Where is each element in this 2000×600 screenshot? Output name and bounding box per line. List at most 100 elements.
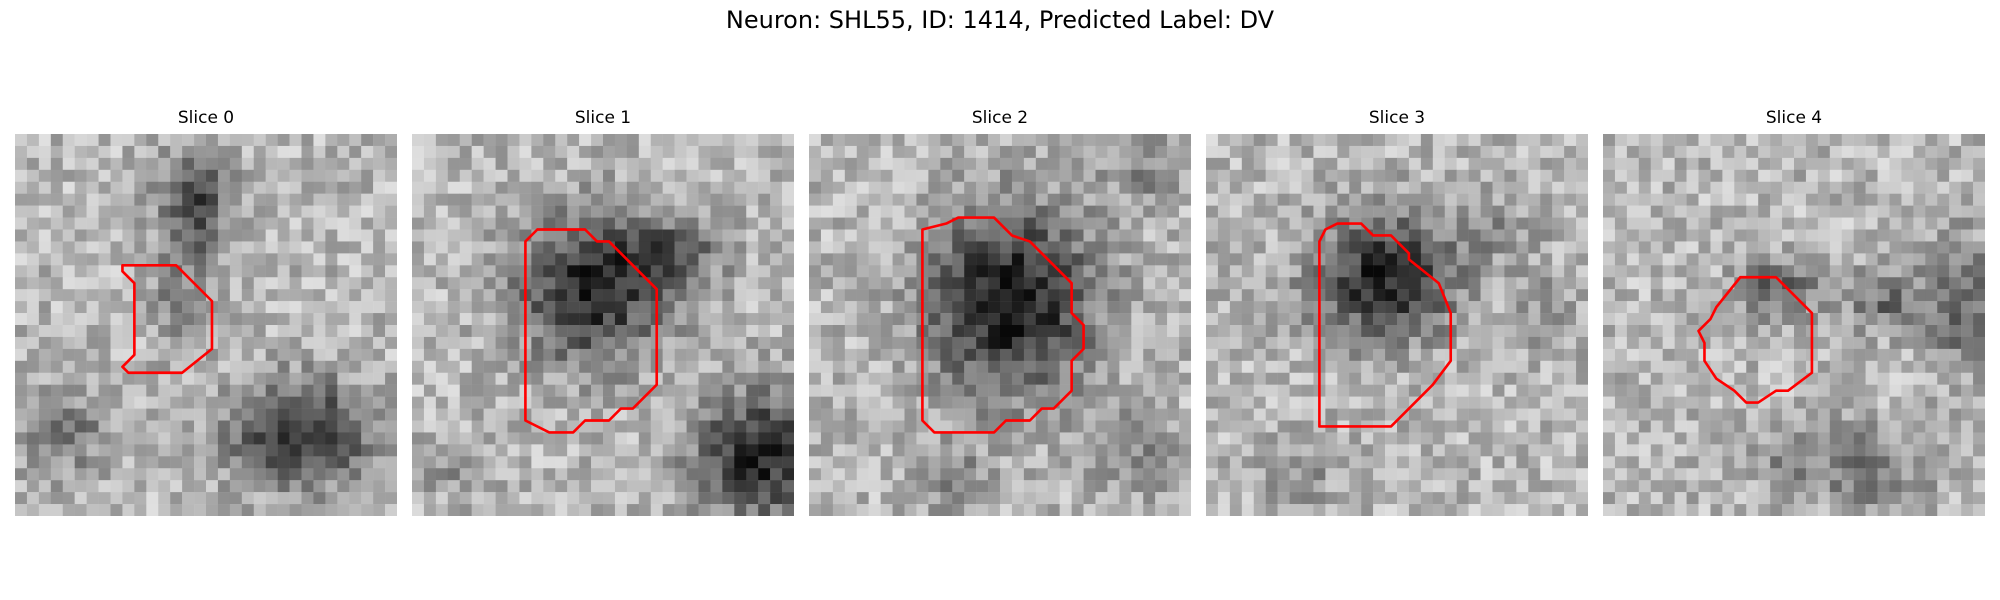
image-pixel: [1901, 205, 1914, 218]
image-pixel: [904, 229, 917, 242]
image-pixel: [1564, 134, 1577, 147]
image-pixel: [1468, 468, 1481, 481]
image-pixel: [662, 432, 675, 445]
image-pixel: [38, 157, 52, 171]
image-pixel: [289, 504, 302, 516]
image-pixel: [940, 372, 953, 385]
image-pixel: [459, 432, 472, 445]
image-pixel: [1698, 444, 1711, 457]
image-pixel: [579, 289, 592, 302]
image-pixel: [1289, 348, 1302, 362]
image-pixel: [820, 253, 834, 266]
image-pixel: [1480, 241, 1493, 254]
image-pixel: [1889, 289, 1902, 302]
image-pixel: [1937, 205, 1950, 218]
image-pixel: [361, 253, 374, 266]
image-pixel: [1385, 408, 1398, 421]
image-pixel: [1638, 205, 1651, 218]
image-pixel: [122, 217, 135, 230]
image-pixel: [1000, 193, 1013, 206]
image-pixel: [1913, 241, 1926, 254]
image-pixel: [412, 432, 425, 445]
image-pixel: [1758, 348, 1771, 362]
image-pixel: [1710, 134, 1723, 147]
image-pixel: [988, 157, 1001, 171]
image-pixel: [182, 420, 195, 433]
image-pixel: [1901, 253, 1914, 266]
image-pixel: [916, 181, 929, 194]
image-pixel: [1746, 181, 1759, 194]
image-pixel: [674, 468, 687, 481]
image-pixel: [1468, 325, 1481, 338]
image-pixel: [1925, 336, 1938, 350]
image-pixel: [591, 277, 604, 290]
image-pixel: [62, 456, 75, 469]
image-pixel: [1229, 169, 1243, 182]
image-pixel: [361, 468, 374, 481]
image-pixel: [206, 193, 219, 206]
image-pixel: [325, 157, 338, 171]
image-pixel: [614, 289, 628, 302]
image-pixel: [1289, 384, 1302, 397]
image-pixel: [710, 134, 723, 147]
image-pixel: [809, 504, 822, 516]
image-pixel: [277, 265, 290, 278]
image-pixel: [1925, 348, 1938, 362]
image-pixel: [471, 313, 484, 326]
image-pixel: [74, 289, 87, 302]
image-pixel: [1337, 444, 1350, 457]
image-pixel: [313, 289, 326, 302]
image-pixel: [1552, 420, 1565, 433]
image-pixel: [1805, 193, 1819, 206]
image-pixel: [1361, 289, 1374, 302]
image-pixel: [1576, 444, 1588, 457]
image-pixel: [26, 301, 40, 314]
image-pixel: [15, 217, 28, 230]
image-pixel: [928, 408, 941, 421]
image-pixel: [194, 336, 207, 350]
image-pixel: [1782, 396, 1795, 409]
image-pixel: [423, 241, 437, 254]
image-pixel: [1095, 492, 1108, 505]
image-pixel: [976, 169, 989, 182]
image-pixel: [591, 468, 604, 481]
image-pixel: [1901, 241, 1914, 254]
image-pixel: [15, 480, 28, 493]
image-pixel: [1289, 372, 1302, 385]
image-pixel: [1889, 396, 1902, 409]
image-pixel: [940, 265, 953, 278]
image-pixel: [26, 205, 40, 218]
image-pixel: [1710, 360, 1723, 373]
image-pixel: [1722, 408, 1735, 421]
image-pixel: [1662, 301, 1675, 314]
image-pixel: [423, 372, 437, 385]
image-pixel: [1853, 265, 1866, 278]
image-pixel: [579, 313, 592, 326]
image-pixel: [1277, 396, 1290, 409]
image-pixel: [1397, 169, 1410, 182]
image-pixel: [349, 205, 362, 218]
image-pixel: [122, 134, 135, 147]
image-pixel: [952, 277, 965, 290]
image-pixel: [1229, 217, 1243, 230]
image-pixel: [1758, 193, 1771, 206]
image-pixel: [758, 372, 771, 385]
image-pixel: [313, 468, 326, 481]
image-pixel: [349, 265, 362, 278]
image-pixel: [904, 492, 917, 505]
image-pixel: [1167, 145, 1180, 159]
image-pixel: [952, 325, 965, 338]
image-pixel: [928, 145, 941, 159]
image-pixel: [1504, 157, 1517, 171]
image-pixel: [98, 444, 111, 457]
image-pixel: [1877, 157, 1890, 171]
image-pixel: [904, 480, 917, 493]
image-pixel: [1373, 193, 1386, 206]
image-pixel: [1023, 229, 1037, 242]
image-pixel: [385, 145, 397, 159]
image-pixel: [1444, 468, 1457, 481]
image-pixel: [832, 336, 846, 350]
image-pixel: [435, 205, 449, 218]
image-pixel: [746, 492, 759, 505]
image-pixel: [638, 432, 651, 445]
